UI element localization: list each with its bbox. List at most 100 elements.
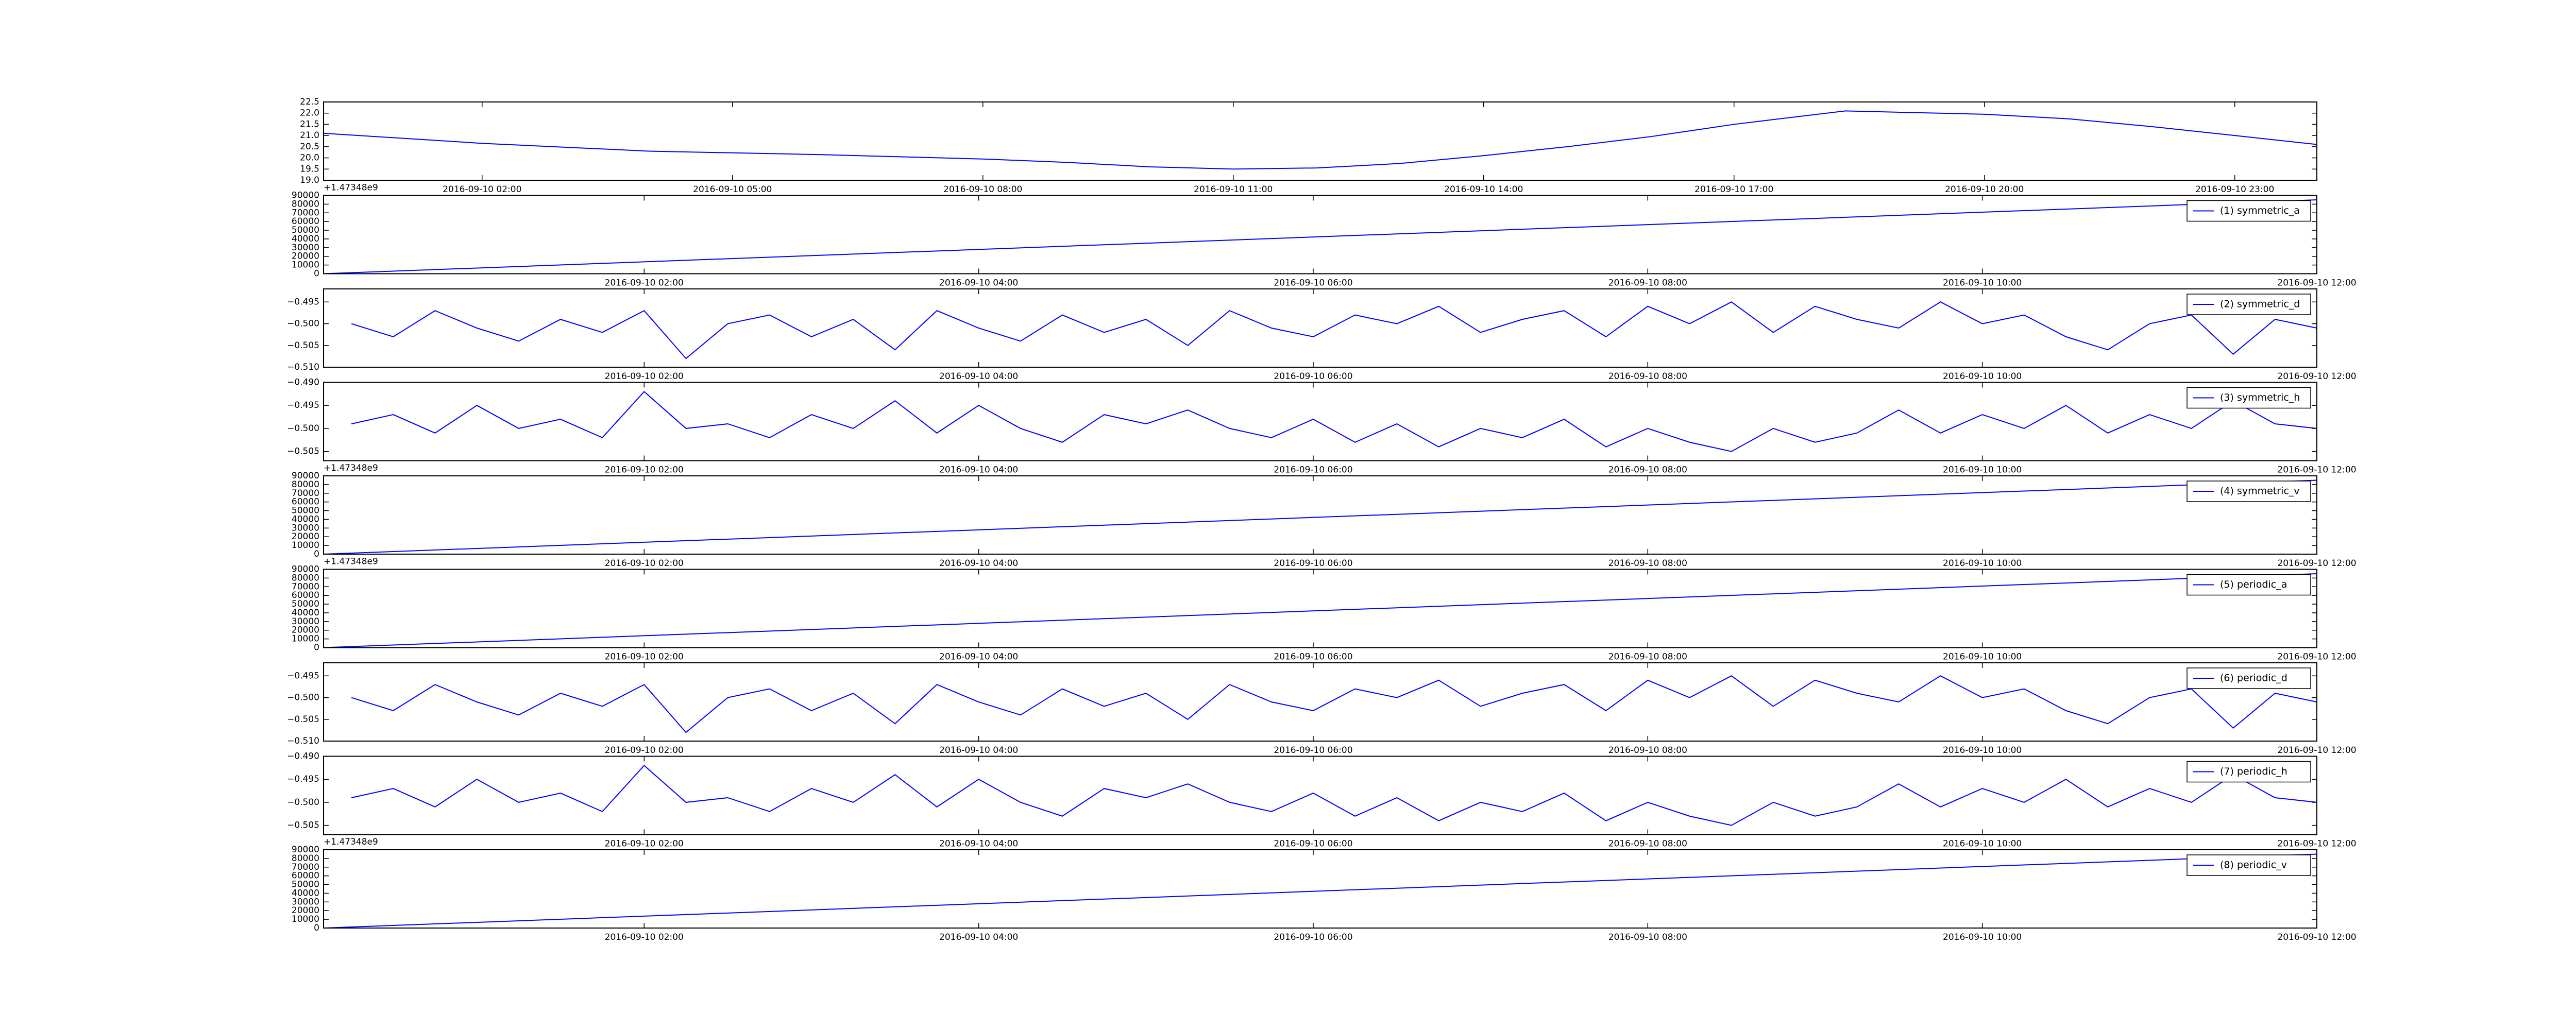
y-tick-label: 19.0 [300,175,319,185]
series-line [351,675,2317,733]
legend-label: (1) symmetric_a [2220,205,2300,216]
y-tick-label: 0 [314,549,319,559]
x-tick-label: 2016-09-10 02:00 [605,839,684,849]
x-tick-label: 2016-09-10 12:00 [2277,278,2356,288]
y-tick-label: 30000 [292,616,319,627]
series-line [323,479,2317,555]
y-tick-label: 60000 [292,871,319,881]
y-tick-label: −0.505 [287,820,319,831]
legend-label: (7) periodic_h [2220,766,2287,777]
y-tick-label: 60000 [292,590,319,600]
axes-frame [323,382,2317,461]
x-tick-label: 2016-09-10 04:00 [939,371,1018,382]
y-tick-label: 90000 [292,845,319,855]
x-tick-label: 2016-09-10 06:00 [1274,278,1352,288]
y-tick-label: 0 [314,269,319,279]
x-tick-label: 2016-09-10 12:00 [2277,652,2356,662]
y-tick-label: 21.0 [300,130,319,141]
axes-frame [323,195,2317,274]
x-tick-label: 2016-09-10 06:00 [1274,465,1352,475]
x-tick-label: 2016-09-10 04:00 [939,558,1018,569]
series-line [323,853,2317,929]
y-tick-label: −0.500 [287,423,319,434]
x-tick-label: 2016-09-10 05:00 [693,184,772,195]
legend-label: (4) symmetric_v [2220,486,2300,497]
x-tick-label: 2016-09-10 08:00 [1608,932,1687,942]
y-offset-label: +1.47348e9 [324,463,378,473]
x-tick-label: 2016-09-10 04:00 [939,932,1018,942]
x-tick-label: 2016-09-10 08:00 [1608,465,1687,475]
x-tick-label: 2016-09-10 12:00 [2277,839,2356,849]
y-tick-label: 30000 [292,523,319,533]
x-tick-label: 2016-09-10 06:00 [1274,558,1352,569]
x-tick-label: 2016-09-10 10:00 [1943,932,2022,942]
axes-frame [323,101,2317,181]
y-tick-label: 0 [314,923,319,933]
y-tick-label: 10000 [292,914,319,924]
x-tick-label: 2016-09-10 06:00 [1274,652,1352,662]
series-line [323,199,2317,274]
x-tick-label: 2016-09-10 10:00 [1943,558,2022,569]
legend-label: (5) periodic_a [2220,579,2287,590]
x-tick-label: 2016-09-10 10:00 [1943,839,2022,849]
y-tick-label: 70000 [292,581,319,592]
x-tick-label: 2016-09-10 04:00 [939,652,1018,662]
y-tick-label: 50000 [292,225,319,235]
x-tick-label: 2016-09-10 06:00 [1274,745,1352,756]
y-tick-label: −0.495 [287,774,319,784]
y-tick-label: 60000 [292,497,319,507]
y-tick-label: 70000 [292,488,319,499]
y-tick-label: −0.510 [287,736,319,746]
x-tick-label: 2016-09-10 08:00 [1608,652,1687,662]
x-tick-label: 2016-09-10 10:00 [1943,652,2022,662]
x-tick-label: 2016-09-10 17:00 [1694,184,1773,195]
x-tick-label: 2016-09-10 11:00 [1194,184,1273,195]
y-tick-label: 40000 [292,234,319,244]
series-line [351,390,2317,452]
y-tick-label: 20000 [292,531,319,542]
y-tick-label: 20000 [292,251,319,262]
x-tick-label: 2016-09-10 02:00 [605,465,684,475]
y-tick-label: 20.0 [300,153,319,163]
y-tick-label: −0.500 [287,797,319,808]
x-tick-label: 2016-09-10 08:00 [1608,839,1687,849]
legend-box [2187,387,2311,409]
y-tick-label: −0.505 [287,340,319,351]
y-tick-label: 50000 [292,880,319,890]
x-tick-label: 2016-09-10 08:00 [1608,371,1687,382]
subplot: −0.510 −0.505 −0.500 −0.495 2016-09-10 02:00… [287,662,2357,756]
y-tick-label: 20000 [292,625,319,636]
axes-frame [323,288,2317,368]
y-tick-label: 20000 [292,905,319,916]
x-tick-label: 2016-09-10 10:00 [1943,465,2022,475]
y-tick-label: 20.5 [300,142,319,152]
y-tick-label: 22.0 [300,108,319,118]
y-tick-label: 40000 [292,888,319,898]
x-tick-label: 2016-09-10 02:00 [605,745,684,756]
x-tick-label: 2016-09-10 04:00 [939,465,1018,475]
y-tick-label: 90000 [292,471,319,481]
y-tick-label: 80000 [292,199,319,209]
y-tick-label: 70000 [292,208,319,218]
y-offset-label: +1.47348e9 [324,183,378,193]
series-line [323,573,2317,648]
y-tick-label: 90000 [292,191,319,201]
x-tick-label: 2016-09-10 12:00 [2277,371,2356,382]
axes-frame [323,849,2317,929]
y-tick-label: −0.495 [287,400,319,410]
subplot: −0.505 −0.500 −0.495 −0.490 2016-09-10 02:00… [287,751,2357,849]
x-tick-label: 2016-09-10 08:00 [943,184,1022,195]
y-tick-label: 30000 [292,897,319,907]
x-tick-label: 2016-09-10 12:00 [2277,558,2356,569]
x-tick-label: 2016-09-10 08:00 [1608,745,1687,756]
axes-frame [323,569,2317,648]
x-tick-label: 2016-09-10 06:00 [1274,371,1352,382]
axes-frame [323,475,2317,555]
x-tick-label: 2016-09-10 02:00 [605,558,684,569]
x-tick-label: 2016-09-10 10:00 [1943,371,2022,382]
x-tick-label: 2016-09-10 10:00 [1943,745,2022,756]
y-tick-label: −0.495 [287,297,319,307]
y-tick-label: 90000 [292,564,319,575]
